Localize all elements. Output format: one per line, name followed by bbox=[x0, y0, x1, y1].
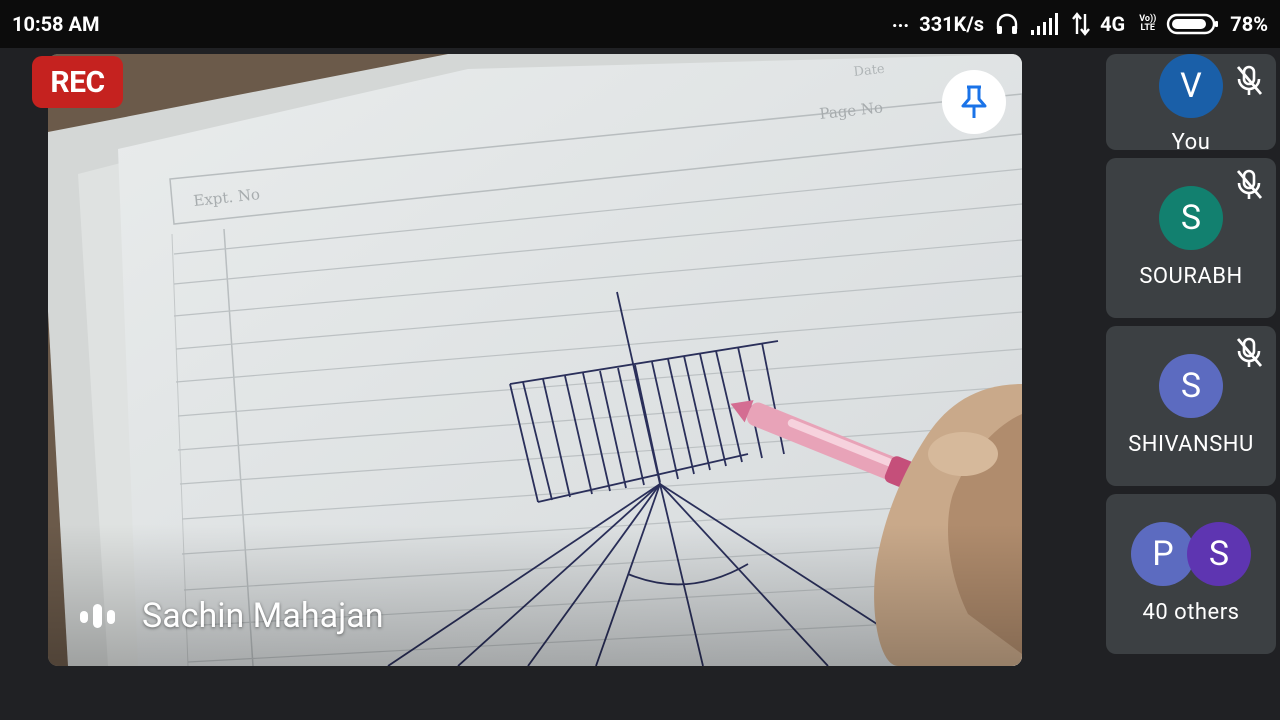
paper-date-label: Date bbox=[853, 62, 886, 80]
participant-name: You bbox=[1171, 130, 1211, 150]
participant-name: SOURABH bbox=[1139, 264, 1243, 289]
avatar: S bbox=[1159, 186, 1223, 250]
avatar: S bbox=[1187, 522, 1251, 586]
more-dots: ... bbox=[891, 8, 910, 32]
audio-level-icon bbox=[80, 604, 115, 628]
participant-tile-you[interactable]: V You bbox=[1106, 54, 1276, 150]
mic-off-icon bbox=[1236, 337, 1263, 367]
others-count: 40 others bbox=[1142, 600, 1240, 625]
headset-icon bbox=[996, 13, 1018, 34]
status-bar: 10:58 AM ... 331K/s 4G Vo)) LTE 78% bbox=[0, 0, 1280, 48]
status-time: 10:58 AM bbox=[12, 12, 100, 36]
participant-name: SHIVANSHU bbox=[1128, 432, 1254, 457]
status-indicators: ... 331K/s 4G Vo)) LTE 78% bbox=[891, 8, 1268, 38]
avatar: P bbox=[1131, 522, 1195, 586]
others-tile[interactable]: P S 40 others bbox=[1106, 494, 1276, 654]
signal-icon bbox=[1031, 13, 1059, 35]
camera-feed: Expt. No Page No Date bbox=[48, 54, 1022, 666]
active-speaker: Sachin Mahajan bbox=[80, 596, 384, 636]
avatar: V bbox=[1159, 54, 1223, 118]
battery-percent: 78% bbox=[1230, 12, 1268, 36]
pin-button[interactable] bbox=[942, 70, 1006, 134]
data-arrows-icon bbox=[1072, 12, 1091, 36]
network-speed: 331K/s bbox=[919, 12, 985, 36]
network-type: 4G bbox=[1100, 12, 1126, 36]
volte-indicator: Vo)) LTE bbox=[1139, 14, 1157, 33]
speaker-name: Sachin Mahajan bbox=[142, 596, 384, 636]
participant-tile-sourabh[interactable]: S SOURABH bbox=[1106, 158, 1276, 318]
avatar: S bbox=[1159, 354, 1223, 418]
mic-off-icon bbox=[1236, 65, 1263, 95]
mic-off-icon bbox=[1236, 169, 1263, 199]
battery-icon bbox=[1167, 13, 1219, 35]
recording-badge: REC bbox=[32, 56, 123, 108]
participant-tile-shivanshu[interactable]: S SHIVANSHU bbox=[1106, 326, 1276, 486]
pin-icon bbox=[961, 85, 987, 118]
main-video-tile[interactable]: Expt. No Page No Date bbox=[48, 54, 1022, 666]
